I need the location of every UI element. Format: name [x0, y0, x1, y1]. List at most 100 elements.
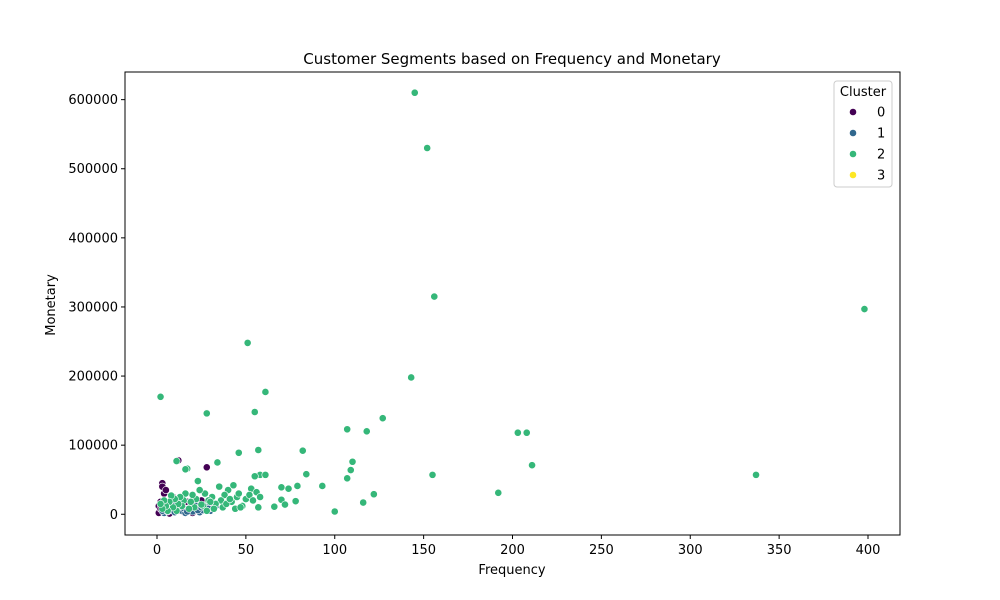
data-point — [494, 488, 503, 497]
data-point — [343, 474, 352, 483]
series-2 — [156, 88, 869, 516]
legend-item-2: 2 — [849, 148, 885, 163]
data-point — [254, 503, 263, 512]
legend-label: 3 — [877, 169, 885, 184]
data-point — [229, 481, 238, 490]
x-tick-label: 0 — [153, 543, 161, 558]
data-point — [284, 484, 293, 493]
x-tick-label: 50 — [238, 543, 255, 558]
data-point — [362, 427, 371, 436]
axes-frame — [124, 71, 901, 536]
data-point — [156, 499, 165, 508]
legend-label: 2 — [877, 148, 885, 163]
data-point — [188, 491, 197, 499]
data-point — [215, 482, 224, 491]
data-point — [348, 457, 357, 466]
data-point — [291, 497, 300, 506]
data-point — [249, 496, 257, 505]
data-point — [172, 457, 181, 465]
data-point — [156, 392, 165, 401]
x-tick-label: 300 — [678, 543, 703, 558]
data-point — [250, 408, 259, 416]
legend-marker — [849, 171, 857, 179]
data-point — [423, 144, 432, 152]
data-point — [234, 489, 243, 498]
data-point — [359, 498, 368, 507]
legend-marker — [849, 129, 857, 137]
data-point — [243, 338, 252, 347]
data-point — [430, 292, 439, 301]
legend-box — [833, 80, 893, 188]
data-point — [202, 409, 211, 418]
y-tick-label: 0 — [110, 508, 118, 523]
x-tick-label: 150 — [411, 543, 436, 558]
data-point — [281, 500, 289, 509]
data-point — [513, 428, 522, 437]
y-tick-label: 300000 — [68, 300, 118, 315]
y-tick-label: 200000 — [68, 370, 118, 385]
data-point — [369, 490, 378, 499]
legend-item-1: 1 — [849, 127, 885, 142]
data-point — [293, 482, 302, 490]
legend-item-0: 0 — [849, 106, 885, 121]
data-point — [213, 458, 222, 467]
legend-items: 0 1 2 3 — [849, 106, 885, 184]
legend-title: Cluster — [840, 85, 887, 100]
data-point — [193, 477, 202, 485]
data-point — [225, 495, 234, 503]
y-tick-label: 500000 — [68, 162, 118, 177]
data-point — [236, 503, 245, 512]
data-point — [752, 470, 760, 479]
data-point — [245, 491, 254, 499]
data-point — [318, 482, 327, 490]
data-point — [428, 470, 437, 479]
data-point — [407, 373, 416, 382]
legend-label: 0 — [877, 106, 885, 121]
data-point — [330, 507, 339, 516]
data-point — [277, 483, 286, 492]
y-tick-label: 600000 — [68, 93, 118, 108]
data-point — [270, 502, 279, 511]
data-point — [206, 497, 215, 506]
x-tick-label: 200 — [500, 543, 525, 558]
data-point — [185, 504, 193, 513]
x-tick-label: 250 — [589, 543, 614, 558]
data-point — [860, 305, 869, 313]
data-point — [250, 472, 259, 481]
y-tick-label: 400000 — [68, 231, 118, 246]
data-point — [161, 486, 170, 494]
data-point — [522, 428, 531, 437]
data-point — [261, 388, 270, 396]
data-point — [202, 506, 211, 515]
data-point — [302, 470, 311, 479]
data-point — [261, 470, 270, 479]
x-tick-label: 100 — [322, 543, 347, 558]
data-point — [209, 504, 218, 513]
data-point — [197, 500, 206, 509]
legend-marker — [849, 108, 857, 116]
data-point — [298, 446, 307, 455]
data-point — [410, 88, 419, 97]
data-point — [254, 446, 263, 454]
legend-label: 1 — [877, 127, 885, 142]
data-point — [378, 414, 387, 423]
x-tick-label: 350 — [767, 543, 792, 558]
x-axis-label: Frequency — [478, 563, 545, 578]
axes: 0 50 100 150 200 250 300 350 4000100000200000300… — [68, 71, 901, 558]
data-point — [346, 466, 355, 474]
data-point — [234, 448, 243, 457]
data-point — [220, 491, 229, 499]
data-point — [343, 425, 352, 434]
y-tick-label: 100000 — [68, 439, 118, 454]
data-point — [195, 486, 204, 494]
data-point — [528, 461, 536, 470]
plot-area — [154, 88, 869, 518]
chart-title: Customer Segments based on Frequency and… — [303, 50, 721, 68]
y-axis-label: Monetary — [44, 274, 59, 336]
legend-marker — [849, 150, 857, 158]
legend-item-3: 3 — [849, 169, 885, 184]
legend: Cluster 0 1 2 3 — [833, 80, 893, 188]
x-tick-label: 400 — [856, 543, 881, 558]
